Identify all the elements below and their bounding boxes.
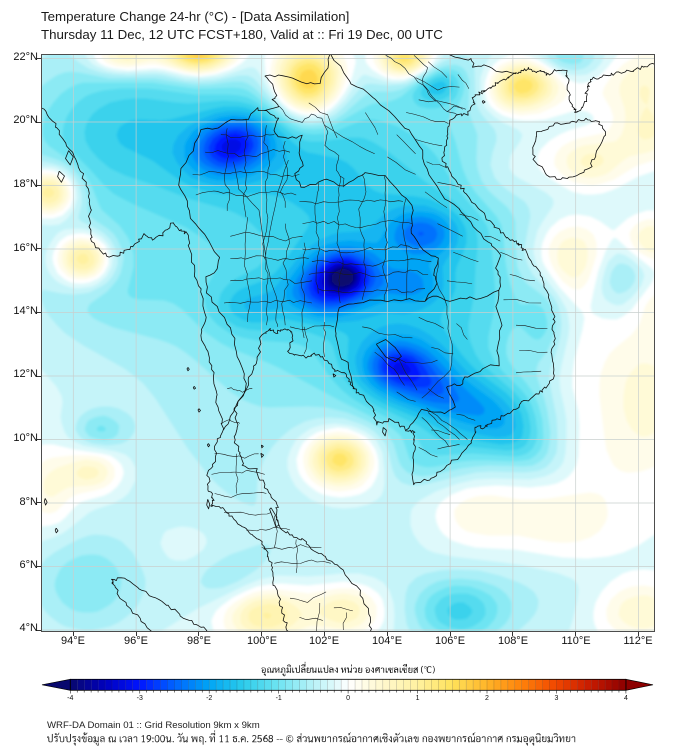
svg-text:0: 0 [346,695,350,702]
svg-text:2: 2 [485,695,489,702]
svg-text:-1: -1 [276,695,282,702]
svg-text:1: 1 [416,695,420,702]
svg-text:3: 3 [555,695,559,702]
svg-text:4: 4 [624,695,628,702]
svg-text:-2: -2 [206,695,212,702]
svg-text:-3: -3 [137,695,143,702]
svg-text:-4: -4 [67,695,73,702]
